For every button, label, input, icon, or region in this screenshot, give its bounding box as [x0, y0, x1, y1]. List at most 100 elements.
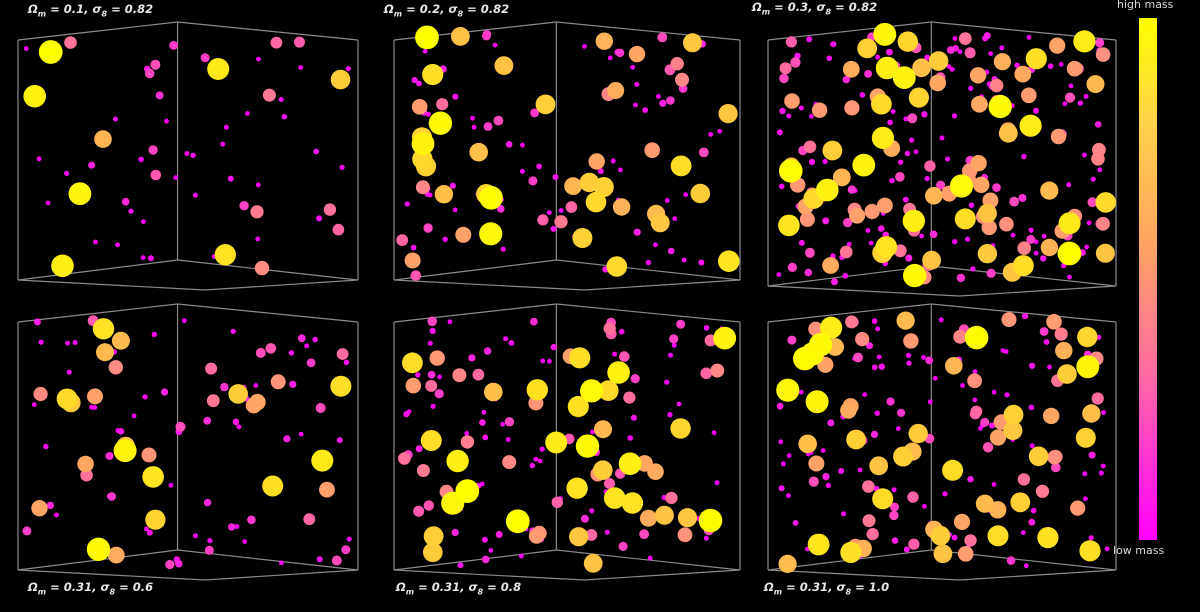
halo-point: [874, 410, 880, 416]
halo-point: [816, 178, 839, 202]
halo-point: [469, 142, 489, 162]
halo-point: [808, 455, 825, 472]
halo-point: [255, 347, 266, 358]
halo-point: [1020, 530, 1026, 535]
halo-point: [822, 217, 830, 225]
halo-point: [551, 496, 563, 508]
halo-point: [265, 343, 277, 354]
halo-point: [951, 113, 958, 119]
halo-point: [603, 322, 616, 335]
halo-point: [249, 393, 266, 411]
halo-point: [220, 382, 229, 392]
halo-point: [786, 453, 792, 458]
halo-point: [519, 168, 525, 174]
halo-point: [598, 380, 619, 401]
halo-point: [228, 384, 248, 404]
halo-point: [908, 423, 928, 444]
halo-point: [86, 537, 111, 561]
halo-point: [165, 559, 175, 570]
halo-point: [144, 526, 149, 532]
cube-panel-1: [17, 21, 359, 291]
halo-point: [51, 254, 74, 278]
halo-point: [811, 102, 828, 118]
halo-point: [575, 434, 600, 458]
halo-point: [677, 527, 693, 543]
halo-point: [607, 55, 613, 61]
halo-point: [247, 515, 256, 525]
halo-point: [1025, 48, 1047, 70]
halo-point: [1026, 34, 1032, 40]
halo-point: [778, 214, 800, 237]
halo-point: [912, 58, 931, 78]
halo-point: [1033, 107, 1039, 114]
halo-point: [31, 500, 48, 517]
halo-point: [798, 105, 804, 111]
halo-point: [987, 525, 1009, 547]
halo-point: [33, 318, 41, 326]
halo-point: [825, 482, 832, 488]
halo-point: [929, 230, 938, 239]
halo-point: [428, 111, 453, 135]
halo-point: [607, 361, 630, 384]
panel-label-4: Ωm = 0.31, σ8 = 0.6: [28, 580, 154, 597]
halo-point: [141, 219, 146, 225]
halo-point: [479, 186, 503, 210]
halo-point: [717, 128, 723, 134]
halo-point: [288, 350, 295, 356]
cube-edge: [393, 303, 557, 323]
halo-point: [207, 538, 213, 544]
halo-point: [971, 95, 988, 113]
halo-point: [989, 422, 995, 429]
halo-point: [1095, 38, 1105, 48]
halo-point: [564, 177, 582, 196]
halo-point: [528, 528, 545, 544]
halo-point: [949, 66, 955, 72]
halo-point: [864, 70, 872, 78]
halo-point: [1088, 451, 1096, 459]
halo-point: [423, 223, 433, 233]
halo-point: [713, 326, 737, 350]
halo-point: [593, 460, 613, 481]
halo-point: [999, 216, 1014, 232]
halo-point: [1086, 220, 1092, 226]
halo-point: [315, 403, 326, 413]
halo-point: [45, 200, 51, 206]
halo-point: [173, 175, 179, 181]
halo-point: [203, 416, 212, 425]
halo-point: [615, 48, 625, 58]
halo-point: [808, 113, 814, 119]
halo-point: [967, 476, 974, 483]
halo-point: [262, 88, 276, 102]
halo-point: [942, 459, 964, 481]
halo-point: [427, 340, 433, 346]
halo-point: [895, 172, 905, 182]
halo-point: [1035, 484, 1050, 498]
halo-point: [121, 197, 130, 206]
halo-point: [422, 48, 428, 54]
halo-point: [343, 359, 350, 366]
halo-point: [1047, 63, 1054, 69]
halo-point: [336, 348, 349, 360]
halo-point: [270, 36, 283, 49]
halo-point: [550, 225, 557, 232]
halo-point: [924, 175, 930, 182]
halo-point: [423, 500, 434, 511]
halo-point: [567, 395, 589, 418]
halo-point: [957, 546, 974, 562]
halo-point: [780, 461, 786, 467]
halo-point: [1066, 182, 1072, 188]
halo-point: [618, 167, 623, 173]
halo-point: [787, 335, 797, 345]
halo-point: [970, 155, 987, 172]
halo-point: [278, 97, 284, 102]
halo-point: [839, 245, 853, 259]
halo-point: [619, 351, 630, 362]
halo-point: [1030, 507, 1037, 514]
halo-point: [142, 466, 164, 488]
halo-point: [423, 542, 443, 563]
halo-point: [434, 185, 454, 204]
halo-point: [255, 236, 261, 242]
halo-point: [569, 527, 589, 547]
halo-point: [909, 137, 915, 143]
halo-point: [628, 45, 646, 63]
